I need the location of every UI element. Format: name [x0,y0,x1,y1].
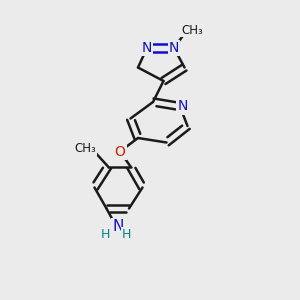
Text: O: O [115,145,125,158]
Text: N: N [142,41,152,55]
Text: CH₃: CH₃ [75,142,96,155]
Text: H: H [101,227,111,241]
Text: CH₃: CH₃ [181,23,203,37]
Text: H: H [122,227,132,241]
Text: N: N [112,219,124,234]
Text: N: N [169,41,179,55]
Text: N: N [177,100,188,113]
